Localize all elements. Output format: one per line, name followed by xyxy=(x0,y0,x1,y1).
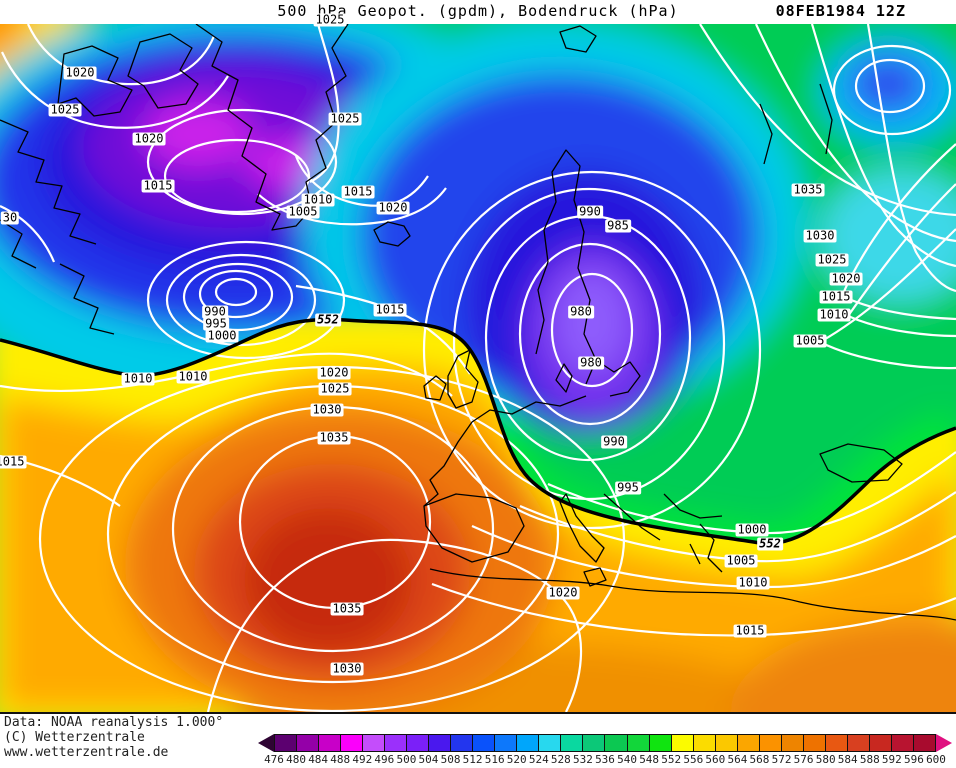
colorbar-segment xyxy=(539,735,562,751)
colorbar-tick-label: 580 xyxy=(815,753,836,766)
colorbar-tick-label: 524 xyxy=(528,753,549,766)
colorbar-tick-label: 496 xyxy=(374,753,395,766)
colorbar-tick-label: 528 xyxy=(550,753,571,766)
map-svg xyxy=(0,24,956,712)
colorbar-segment xyxy=(803,735,826,751)
colorbar-segment xyxy=(517,735,540,751)
colorbar-tick-label: 536 xyxy=(595,753,615,766)
colorbar-segment xyxy=(341,735,364,751)
colorbar-segment xyxy=(363,735,386,751)
colorbar-tick-label: 520 xyxy=(506,753,527,766)
colorbar-row xyxy=(258,734,952,752)
coastlines xyxy=(0,24,956,621)
colorbar-segment xyxy=(451,735,474,751)
colorbar-segment xyxy=(737,735,760,751)
colorbar: 476 480 484 488 492 496 500 504 508 512 516 520 524 5… xyxy=(258,734,952,766)
map-canvas xyxy=(0,24,956,714)
colorbar-tick-label: 512 xyxy=(462,753,483,766)
colorbar-tick-label: 492 xyxy=(352,753,373,766)
colorbar-segment xyxy=(693,735,716,751)
colorbar-segment xyxy=(781,735,804,751)
colorbar-segment xyxy=(319,735,342,751)
colorbar-tick-label: 508 xyxy=(440,753,461,766)
colorbar-tick-label: 568 xyxy=(749,753,770,766)
colorbar-tick-label: 500 xyxy=(396,753,417,766)
website-text: www.wetterzentrale.de xyxy=(4,745,169,760)
height-552-contour xyxy=(0,317,956,546)
colorbar-segment xyxy=(583,735,606,751)
colorbar-tick-label: 484 xyxy=(308,753,329,766)
colorbar-segment xyxy=(495,735,518,751)
colorbar-segment xyxy=(847,735,870,751)
colorbar-segment xyxy=(671,735,694,751)
colorbar-tick-label: 480 xyxy=(286,753,306,766)
colorbar-segment xyxy=(715,735,738,751)
colorbar-segment xyxy=(297,735,320,751)
colorbar-segment xyxy=(561,735,584,751)
colorbar-tick-label: 564 xyxy=(727,753,748,766)
colorbar-tick-label: 600 xyxy=(926,753,946,766)
colorbar-segment xyxy=(473,735,496,751)
colorbar-tick-label: 488 xyxy=(330,753,351,766)
colorbar-tick-label: 540 xyxy=(617,753,637,766)
colorbar-segment xyxy=(627,735,650,751)
colorbar-segment xyxy=(429,735,452,751)
colorbar-segment xyxy=(605,735,628,751)
map-title: 500 hPa Geopot. (gpdm), Bodendruck (hPa) xyxy=(277,2,679,20)
colorbar-segment xyxy=(649,735,672,751)
map-datetime: 08FEB1984 12Z xyxy=(775,2,906,20)
colorbar-tick-label: 548 xyxy=(639,753,660,766)
colorbar-segment xyxy=(407,735,430,751)
colorbar-tick-label: 560 xyxy=(705,753,726,766)
colorbar-segment xyxy=(891,735,914,751)
footer: Data: NOAA reanalysis 1.000° (C) Wetterz… xyxy=(0,714,956,768)
colorbar-labels: 476 480 484 488 492 496 500 504 508 512 516 520 524 5… xyxy=(264,753,946,766)
colorbar-tick-label: 552 xyxy=(661,753,682,766)
colorbar-segment xyxy=(825,735,848,751)
data-source-text: Data: NOAA reanalysis 1.000° xyxy=(4,715,224,730)
colorbar-tick-label: 588 xyxy=(859,753,880,766)
colorbar-tick-label: 572 xyxy=(771,753,792,766)
title-bar: 500 hPa Geopot. (gpdm), Bodendruck (hPa)… xyxy=(0,0,956,24)
colorbar-tick-label: 596 xyxy=(903,753,924,766)
credits: Data: NOAA reanalysis 1.000° (C) Wetterz… xyxy=(4,715,223,760)
colorbar-right-arrow xyxy=(936,734,952,752)
colorbar-segment xyxy=(913,735,935,751)
colorbar-tick-label: 504 xyxy=(418,753,439,766)
colorbar-tick-label: 476 xyxy=(264,753,284,766)
colorbar-tick-label: 592 xyxy=(881,753,902,766)
colorbar-tick-label: 576 xyxy=(793,753,814,766)
colorbar-segments xyxy=(274,734,936,752)
colorbar-tick-label: 556 xyxy=(683,753,704,766)
copyright-text: (C) Wetterzentrale xyxy=(4,730,145,745)
colorbar-segment xyxy=(385,735,408,751)
colorbar-tick-label: 516 xyxy=(484,753,505,766)
colorbar-segment xyxy=(759,735,782,751)
colorbar-tick-label: 584 xyxy=(837,753,858,766)
colorbar-tick-label: 532 xyxy=(572,753,593,766)
colorbar-segment xyxy=(869,735,892,751)
colorbar-segment xyxy=(275,735,298,751)
colorbar-left-arrow xyxy=(258,734,274,752)
